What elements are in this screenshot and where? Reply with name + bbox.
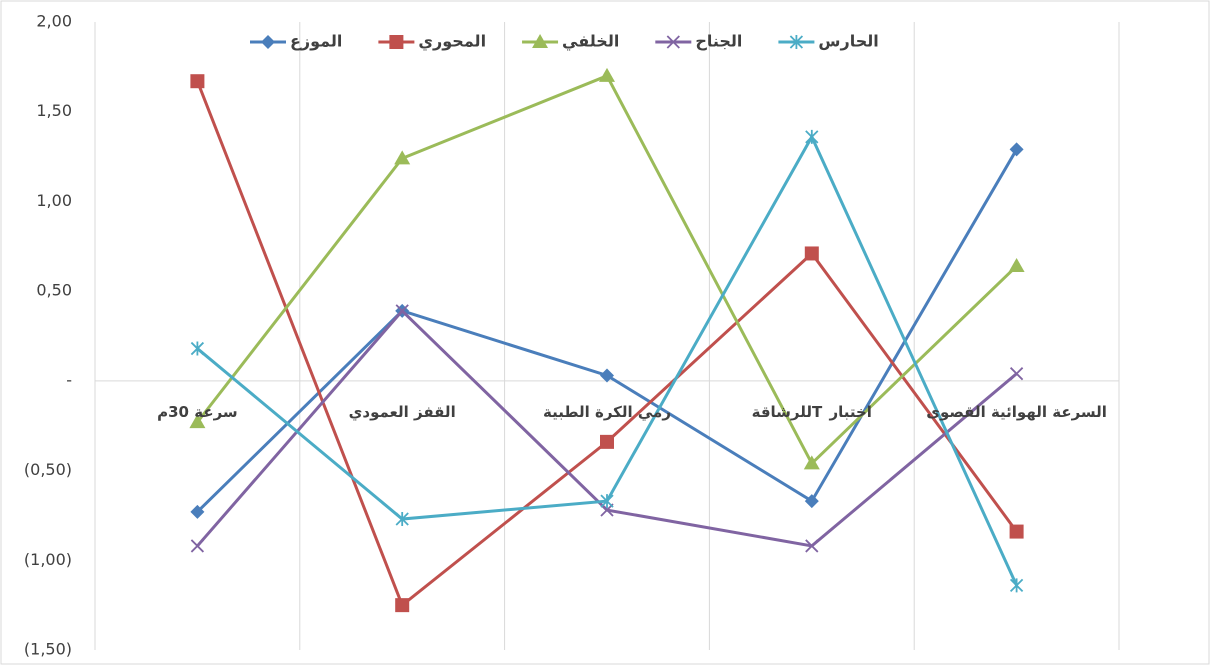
legend-item: الخلفي [522,32,619,52]
marker [804,494,819,509]
marker [395,512,409,527]
legend-label: المحوري [418,32,486,52]
marker [1009,524,1024,539]
legend-marker [261,35,275,49]
y-tick-label: (0,50) [24,460,72,479]
y-tick-label: 2,00 [36,12,72,31]
legend-marker [666,35,680,49]
marker [804,246,819,261]
y-tick-label: 0,50 [36,281,72,300]
legend-marker [389,35,404,49]
legend-item: الجناح [655,32,742,51]
y-tick-label: (1,00) [24,550,72,569]
marker [395,304,409,318]
marker [190,74,205,89]
x-tick-label: سرعة 30م [157,402,238,421]
x-tick-label: السرعة الهوائية القصوى [926,402,1107,421]
marker [803,455,820,470]
marker [805,539,819,553]
marker [599,67,615,82]
marker [394,150,411,165]
marker [190,504,205,519]
y-tick-label: (1,50) [24,640,72,659]
legend-marker [532,34,549,48]
marker [805,129,819,144]
y-tick-label: 1,50 [36,101,72,120]
legend-label: الحارس [818,32,878,51]
x-tick-label: رمي الكرة الطبية [543,402,671,421]
legend-item: المحوري [378,32,486,52]
x-tick-label: القفز العمودي [348,402,456,421]
marker [190,539,205,553]
legend-item: الموزع [250,32,342,51]
marker [189,414,206,429]
legend-item: الحارس [778,32,879,51]
marker [600,368,614,383]
legend-label: الخلفي [562,32,619,52]
marker [600,494,614,509]
series [190,304,1024,553]
marker [1009,142,1024,157]
y-tick-label: - [66,370,72,389]
series [190,129,1024,593]
legend-label: الموزع [290,32,342,51]
marker [600,434,614,449]
series [189,67,1025,470]
marker [1009,578,1024,593]
x-tick-label: اختبار Tللرشاقة [751,402,872,421]
series [190,74,1024,613]
marker [1008,258,1025,273]
legend-marker [789,35,804,49]
marker [190,341,205,356]
legend-label: الجناح [695,32,742,51]
marker [395,598,410,613]
y-tick-label: 1,00 [36,191,72,210]
marker [1009,367,1024,381]
